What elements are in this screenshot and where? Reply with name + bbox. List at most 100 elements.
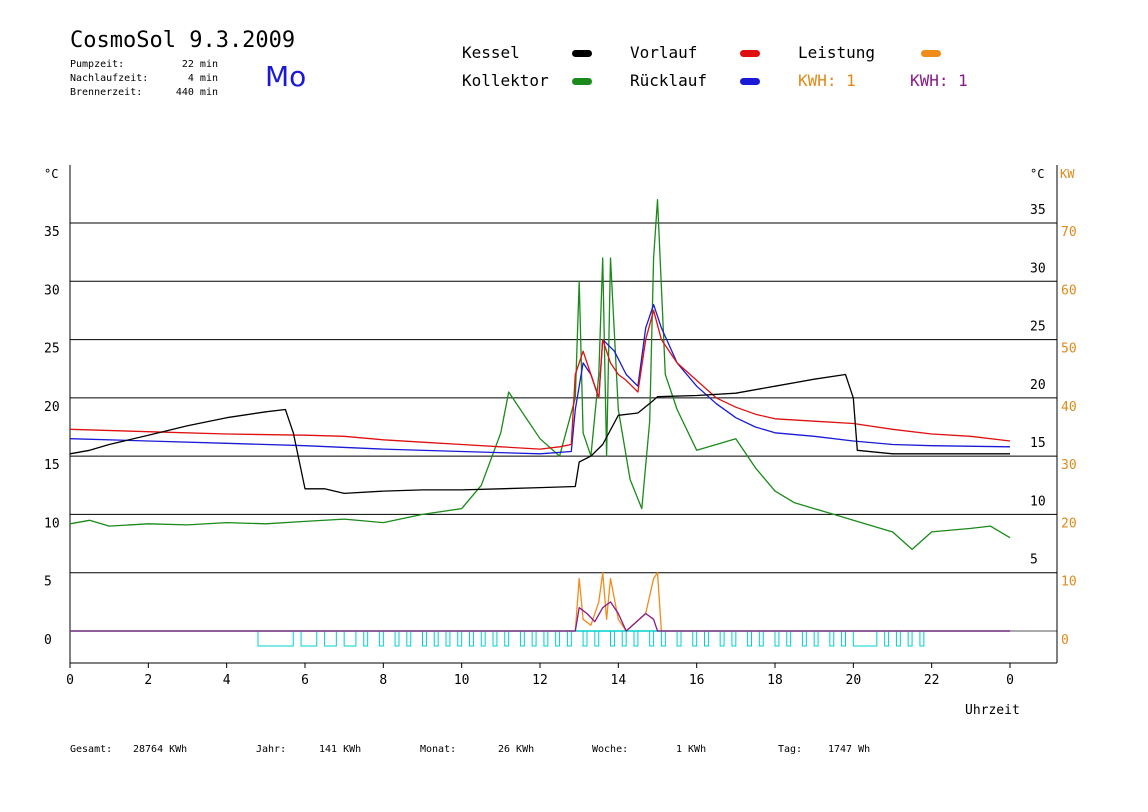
- legend-label-ruecklauf: Rücklauf: [630, 71, 708, 90]
- y-right-celsius-tick-label: 30: [1030, 261, 1046, 276]
- footer-value-monat: 26 KWh: [498, 744, 535, 755]
- y-right-kw-tick-label: 30: [1061, 458, 1077, 473]
- info-value-pumpzeit: 22 min: [181, 59, 218, 70]
- x-tick-label: 0: [1006, 673, 1014, 688]
- y-right-kw-tick-label: 20: [1061, 516, 1077, 531]
- y-left-tick-label: 20: [44, 400, 60, 415]
- info-label-nachlaufzeit: Nachlaufzeit:: [70, 73, 149, 84]
- footer-label-jahr: Jahr:: [256, 744, 287, 755]
- x-tick-label: 0: [66, 673, 74, 688]
- y-left-tick-label: 5: [44, 575, 52, 590]
- pump-block: [621, 630, 627, 647]
- pump-block: [884, 630, 890, 647]
- pump-block: [919, 630, 925, 647]
- pump-block: [594, 630, 600, 647]
- pump-block: [300, 630, 318, 647]
- pump-block: [852, 630, 878, 647]
- y-left-tick-label: 25: [44, 342, 60, 357]
- x-tick-label: 12: [532, 673, 548, 688]
- pump-block: [406, 630, 412, 647]
- pump-block: [480, 630, 486, 647]
- footer-value-tag: 1747 Wh: [828, 744, 871, 755]
- pump-block: [555, 630, 561, 647]
- y-right-kw-tick-label: 10: [1061, 575, 1077, 590]
- pump-block: [758, 630, 764, 647]
- pump-block: [566, 630, 572, 647]
- pump-block: [469, 630, 474, 647]
- footer-value-jahr: 141 KWh: [319, 744, 362, 755]
- legend-kwh-purple: KWH: 1: [910, 71, 968, 90]
- y-left-unit: °C: [44, 167, 58, 181]
- legend-label-leistung: Leistung: [798, 43, 876, 62]
- info-value-brennerzeit: 440 min: [175, 87, 218, 98]
- series-line-vorlauf: [69, 309, 1011, 450]
- y-left-tick-label: 30: [44, 283, 60, 298]
- pump-block: [676, 630, 682, 647]
- y-right-celsius-tick-label: 10: [1030, 494, 1046, 509]
- y-right-celsius-tick-label: 25: [1030, 320, 1046, 335]
- x-tick-label: 4: [223, 673, 231, 688]
- x-tick-label: 16: [689, 673, 705, 688]
- pump-block: [324, 630, 337, 647]
- legend-label-kessel: Kessel: [462, 43, 520, 62]
- series-line-leistung: [70, 572, 1010, 632]
- pump-block: [363, 630, 369, 647]
- pump-block: [633, 630, 639, 647]
- info-label-pumpzeit: Pumpzeit:: [70, 59, 125, 70]
- y-right-kw-tick-label: 40: [1061, 400, 1077, 415]
- pump-block: [649, 630, 655, 647]
- pump-block: [445, 630, 451, 647]
- pump-block: [422, 630, 427, 647]
- day-of-week: Mo: [265, 60, 307, 93]
- pump-block: [492, 630, 498, 647]
- pump-block: [747, 630, 752, 647]
- y-right-kw-tick-label: 0: [1061, 633, 1069, 648]
- x-tick-label: 10: [454, 673, 470, 688]
- legend-label-vorlauf: Vorlauf: [630, 43, 698, 62]
- pump-block: [719, 630, 725, 647]
- legend-kwh-orange: KWH: 1: [798, 71, 856, 90]
- chart-title: CosmoSol 9.3.2009: [70, 28, 296, 53]
- pump-block: [394, 630, 400, 647]
- pump-block: [433, 630, 439, 647]
- info-value-nachlaufzeit: 4 min: [187, 73, 218, 84]
- pump-block: [257, 630, 294, 647]
- pump-block: [519, 630, 525, 647]
- footer-label-tag: Tag:: [778, 744, 803, 755]
- y-right-celsius-tick-label: 15: [1030, 436, 1046, 451]
- pump-block: [801, 630, 807, 647]
- footer-value-woche: 1 KWh: [676, 744, 707, 755]
- pump-block: [582, 630, 588, 647]
- pump-block: [692, 630, 698, 647]
- axes: [69, 165, 1058, 668]
- y-right-kw-tick-label: 70: [1061, 225, 1077, 240]
- grid-lines: [70, 222, 1057, 632]
- y-right-celsius-tick-label: 35: [1030, 203, 1046, 218]
- y-right-kw-tick-label: 50: [1061, 342, 1077, 357]
- pump-block: [378, 630, 384, 647]
- y-right-celsius-tick-label: 5: [1030, 553, 1038, 568]
- series-line-kollektor: [69, 199, 1011, 551]
- y-left-tick-label: 0: [44, 633, 52, 648]
- y-left-tick-label: 10: [44, 516, 60, 531]
- x-tick-label: 22: [924, 673, 940, 688]
- pump-block: [543, 630, 549, 647]
- series-lines: [69, 199, 1011, 647]
- pump-block: [531, 630, 537, 647]
- legend-swatch-ruecklauf: [740, 78, 760, 85]
- pump-block: [774, 630, 780, 647]
- pump-block: [504, 630, 510, 647]
- pump-block: [829, 630, 835, 647]
- info-label-brennerzeit: Brennerzeit:: [70, 87, 143, 98]
- series-line-ruecklauf: [69, 303, 1011, 455]
- footer-label-woche: Woche:: [592, 744, 629, 755]
- y-right-unit-celsius: °C: [1030, 167, 1044, 181]
- pump-block: [457, 630, 463, 647]
- series-line-kwh: [70, 601, 1010, 632]
- series-line-kessel: [69, 373, 1010, 495]
- x-tick-label: 8: [379, 673, 387, 688]
- x-tick-label: 2: [144, 673, 152, 688]
- x-tick-label: 6: [301, 673, 309, 688]
